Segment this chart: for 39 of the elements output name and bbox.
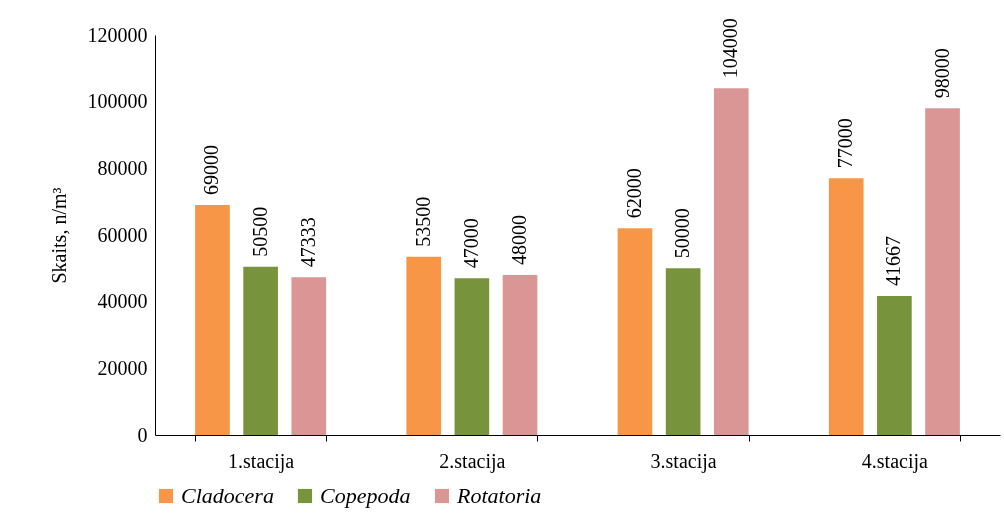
y-tick-label: 100000 [87,90,148,113]
data-label: 62000 [622,168,645,219]
y-tick-label: 120000 [87,23,148,46]
x-tick-label: 2.stacija [439,449,506,473]
y-tick-label: 20000 [97,356,148,379]
data-label: 69000 [200,145,223,195]
bar [665,268,701,435]
data-label: 77000 [834,118,857,169]
legend-label: Copepoda [320,483,411,508]
data-label: 50000 [671,208,694,259]
y-tick-label: 0 [137,423,148,446]
data-label: 47333 [296,217,319,268]
data-label: 41667 [882,236,905,287]
data-label: 48000 [508,215,531,265]
bar [925,108,960,435]
data-label: 104000 [719,18,742,79]
bar [195,205,230,435]
x-tick-label: 3.stacija [650,449,717,473]
bar [454,278,490,435]
y-axis-title: Skaits, n/m³ [47,187,70,284]
data-label: 53500 [411,196,434,247]
x-tick-label: 1.stacija [228,449,295,473]
bar [713,88,749,435]
bar [291,277,327,435]
legend-label: Rotatoria [456,483,542,508]
bar [617,228,653,435]
bar [828,178,864,435]
y-tick-label: 40000 [97,290,148,313]
data-label: 47000 [459,218,482,269]
y-tick-label: 60000 [97,223,148,246]
bar [877,296,912,435]
data-label: 98000 [930,48,953,99]
bar [502,275,538,435]
x-tick-label: 4.stacija [861,449,929,473]
data-label: 50500 [248,206,271,257]
legend-label: Cladocera [181,483,274,508]
y-tick-label: 80000 [97,156,148,179]
bar [406,256,442,435]
bar [243,266,278,435]
